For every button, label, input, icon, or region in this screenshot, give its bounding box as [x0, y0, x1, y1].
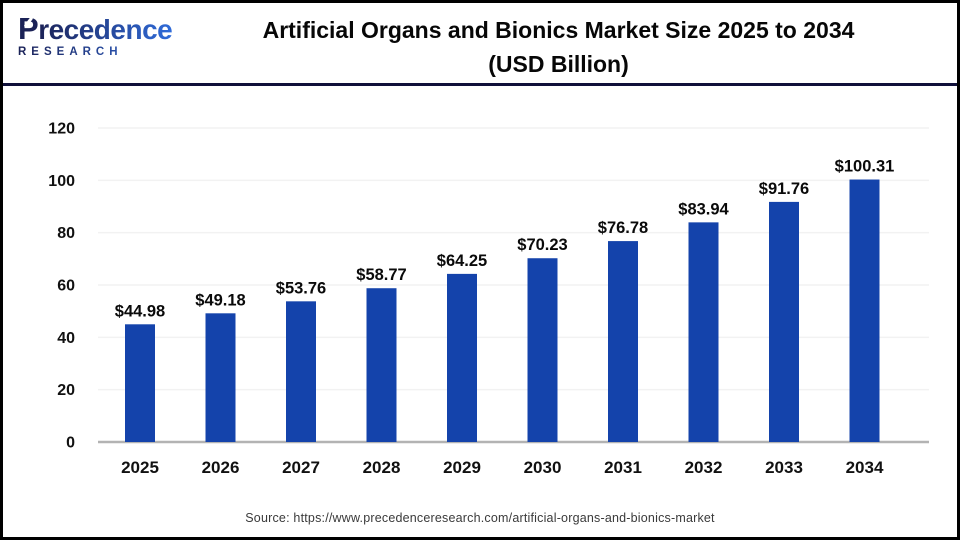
- x-tick-label: 2030: [524, 458, 562, 477]
- chart-title: Artificial Organs and Bionics Market Siz…: [168, 3, 957, 83]
- x-tick-label: 2027: [282, 458, 320, 477]
- y-tick-label: 40: [57, 330, 75, 347]
- y-tick-label: 100: [48, 173, 75, 190]
- x-tick-label: 2028: [363, 458, 401, 477]
- bar-value-label: $100.31: [835, 158, 895, 176]
- bar-value-label: $64.25: [437, 252, 487, 270]
- bar-value-label: $76.78: [598, 219, 648, 237]
- footer: Source: https://www.precedenceresearch.c…: [3, 498, 957, 537]
- x-tick-label: 2034: [846, 458, 884, 477]
- brand-logo-text: recedence: [38, 14, 173, 45]
- y-tick-label: 60: [57, 278, 75, 295]
- bar-2025: [125, 324, 155, 442]
- source-text: Source: https://www.precedenceresearch.c…: [245, 510, 715, 525]
- chart-area: 0 20 40 60 80 100 120 $44.98 2025 $49.18 2026 $53.7…: [3, 86, 957, 498]
- bar-value-label: $53.76: [276, 279, 326, 297]
- bar-value-label: $83.94: [678, 200, 729, 218]
- bar-value-label: $58.77: [356, 266, 406, 284]
- x-tick-label: 2025: [121, 458, 159, 477]
- bar-2031: [608, 241, 638, 442]
- x-tick-label: 2026: [202, 458, 240, 477]
- bar-chart: 0 20 40 60 80 100 120 $44.98 2025 $49.18 2026 $53.7…: [48, 121, 929, 477]
- bar-2026: [205, 313, 236, 442]
- y-tick-label: 0: [66, 435, 75, 452]
- bar-2032: [688, 222, 719, 442]
- leaf-p-icon: P: [18, 11, 39, 46]
- x-tick-label: 2033: [765, 458, 803, 477]
- bar-2029: [447, 273, 477, 442]
- header-divider: [3, 83, 957, 86]
- bar-2034: [849, 179, 880, 442]
- bar-value-label: $49.18: [195, 291, 245, 309]
- x-tick-label: 2029: [443, 458, 481, 477]
- bar-value-label: $91.76: [759, 180, 809, 198]
- bar-2028: [366, 288, 397, 442]
- chart-title-line2: (USD Billion): [488, 51, 629, 77]
- brand-logo-subtitle: RESEARCH: [18, 46, 168, 58]
- chart-title-line1: Artificial Organs and Bionics Market Siz…: [262, 17, 855, 43]
- bar-2030: [527, 258, 558, 442]
- x-tick-label: 2031: [604, 458, 642, 477]
- bar-value-label: $70.23: [517, 236, 567, 254]
- bar-2033: [769, 201, 799, 442]
- bar-2027: [286, 301, 316, 442]
- bar-value-label: $44.98: [115, 302, 165, 320]
- y-tick-label: 20: [57, 382, 75, 399]
- x-tick-label: 2032: [685, 458, 723, 477]
- y-tick-label: 80: [57, 225, 75, 242]
- y-tick-label: 120: [48, 121, 75, 138]
